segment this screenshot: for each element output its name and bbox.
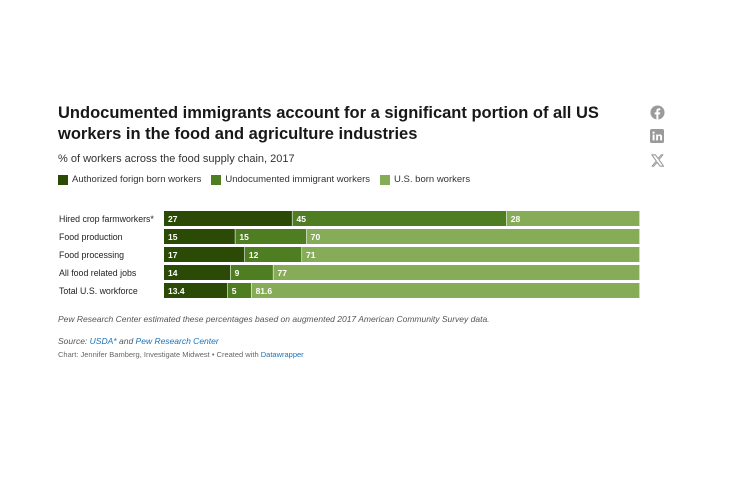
- bar-value-label: 15: [239, 232, 249, 242]
- bar-value-label: 15: [168, 232, 178, 242]
- bar-plot: Hired crop farmworkers* 27 45 28 Food produc…: [59, 211, 640, 298]
- bar-value-label: 9: [235, 268, 240, 278]
- facebook-share-button[interactable]: [649, 104, 665, 120]
- chart-container: Undocumented immigrants account for a si…: [58, 103, 643, 298]
- share-bar: [649, 104, 665, 176]
- category-label: Total U.S. workforce: [59, 286, 138, 296]
- linkedin-share-button[interactable]: [649, 128, 665, 144]
- bar-segment-authorized: [164, 265, 231, 280]
- bar-segment-authorized: [164, 211, 292, 226]
- bar-value-label: 71: [306, 250, 316, 260]
- chart-notes: Pew Research Center estimated these perc…: [58, 314, 658, 359]
- legend-item-authorized: Authorized forign born workers: [58, 174, 201, 185]
- legend-item-us-born: U.S. born workers: [380, 174, 470, 185]
- source-prefix: Source:: [58, 336, 88, 346]
- bar-value-label: 5: [232, 286, 237, 296]
- credit-line: Chart: Jennifer Bamberg, Investigate Mid…: [58, 350, 658, 359]
- bar-segment-undocumented: [244, 247, 302, 262]
- bar-segment-undocumented: [230, 265, 273, 280]
- chart-legend: Authorized forign born workers Undocumen…: [58, 174, 643, 185]
- source-link-usda[interactable]: USDA*: [89, 336, 117, 346]
- bar-segment-us-born: [306, 229, 640, 244]
- bar-value-label: 17: [168, 250, 178, 260]
- bar-value-label: 28: [511, 214, 521, 224]
- linkedin-icon: [650, 129, 664, 143]
- x-icon: [650, 153, 664, 167]
- credit-text: Chart: Jennifer Bamberg, Investigate Mid…: [58, 350, 259, 359]
- legend-swatch-undocumented: [211, 174, 222, 185]
- bar-segment-us-born: [506, 211, 640, 226]
- source-and: and: [118, 336, 134, 346]
- bar-segment-undocumented: [292, 211, 507, 226]
- bar-value-label: 77: [277, 268, 287, 278]
- source-link-pew[interactable]: Pew Research Center: [135, 336, 219, 346]
- legend-swatch-us-born: [380, 174, 391, 185]
- category-label: Food production: [59, 232, 123, 242]
- bar-segment-us-born: [251, 283, 640, 298]
- bar-value-label: 27: [168, 214, 178, 224]
- bar-value-label: 13.4: [168, 286, 185, 296]
- legend-label-us-born: U.S. born workers: [394, 174, 471, 185]
- bar-value-label: 12: [249, 250, 259, 260]
- x-share-button[interactable]: [649, 152, 665, 168]
- bar-value-label: 81.6: [256, 286, 273, 296]
- chart-subtitle: % of workers across the food supply chai…: [58, 153, 295, 165]
- legend-label-authorized: Authorized forign born workers: [72, 174, 202, 185]
- bar-segment-authorized: [164, 283, 228, 298]
- facebook-icon: [649, 104, 665, 120]
- bar-segment-undocumented: [227, 283, 251, 298]
- bar-segment-authorized: [164, 229, 235, 244]
- bar-segment-us-born: [273, 265, 640, 280]
- methodology-note: Pew Research Center estimated these perc…: [58, 314, 490, 324]
- legend-item-undocumented: Undocumented immigrant workers: [211, 174, 370, 185]
- bar-segment-us-born: [302, 247, 640, 262]
- category-label: Food processing: [59, 250, 124, 260]
- category-label: All food related jobs: [59, 268, 137, 278]
- bar-segment-undocumented: [235, 229, 307, 244]
- bar-value-label: 45: [297, 214, 307, 224]
- datawrapper-link[interactable]: Datawrapper: [260, 350, 304, 359]
- bar-value-label: 14: [168, 268, 178, 278]
- bar-segment-authorized: [164, 247, 245, 262]
- category-label: Hired crop farmworkers*: [59, 214, 154, 224]
- legend-swatch-authorized: [58, 174, 68, 185]
- chart-title: Undocumented immigrants account for a si…: [58, 104, 599, 143]
- bar-value-label: 70: [311, 232, 321, 242]
- legend-label-undocumented: Undocumented immigrant workers: [225, 174, 371, 185]
- source-line: Source: USDA* and Pew Research Center: [58, 336, 658, 346]
